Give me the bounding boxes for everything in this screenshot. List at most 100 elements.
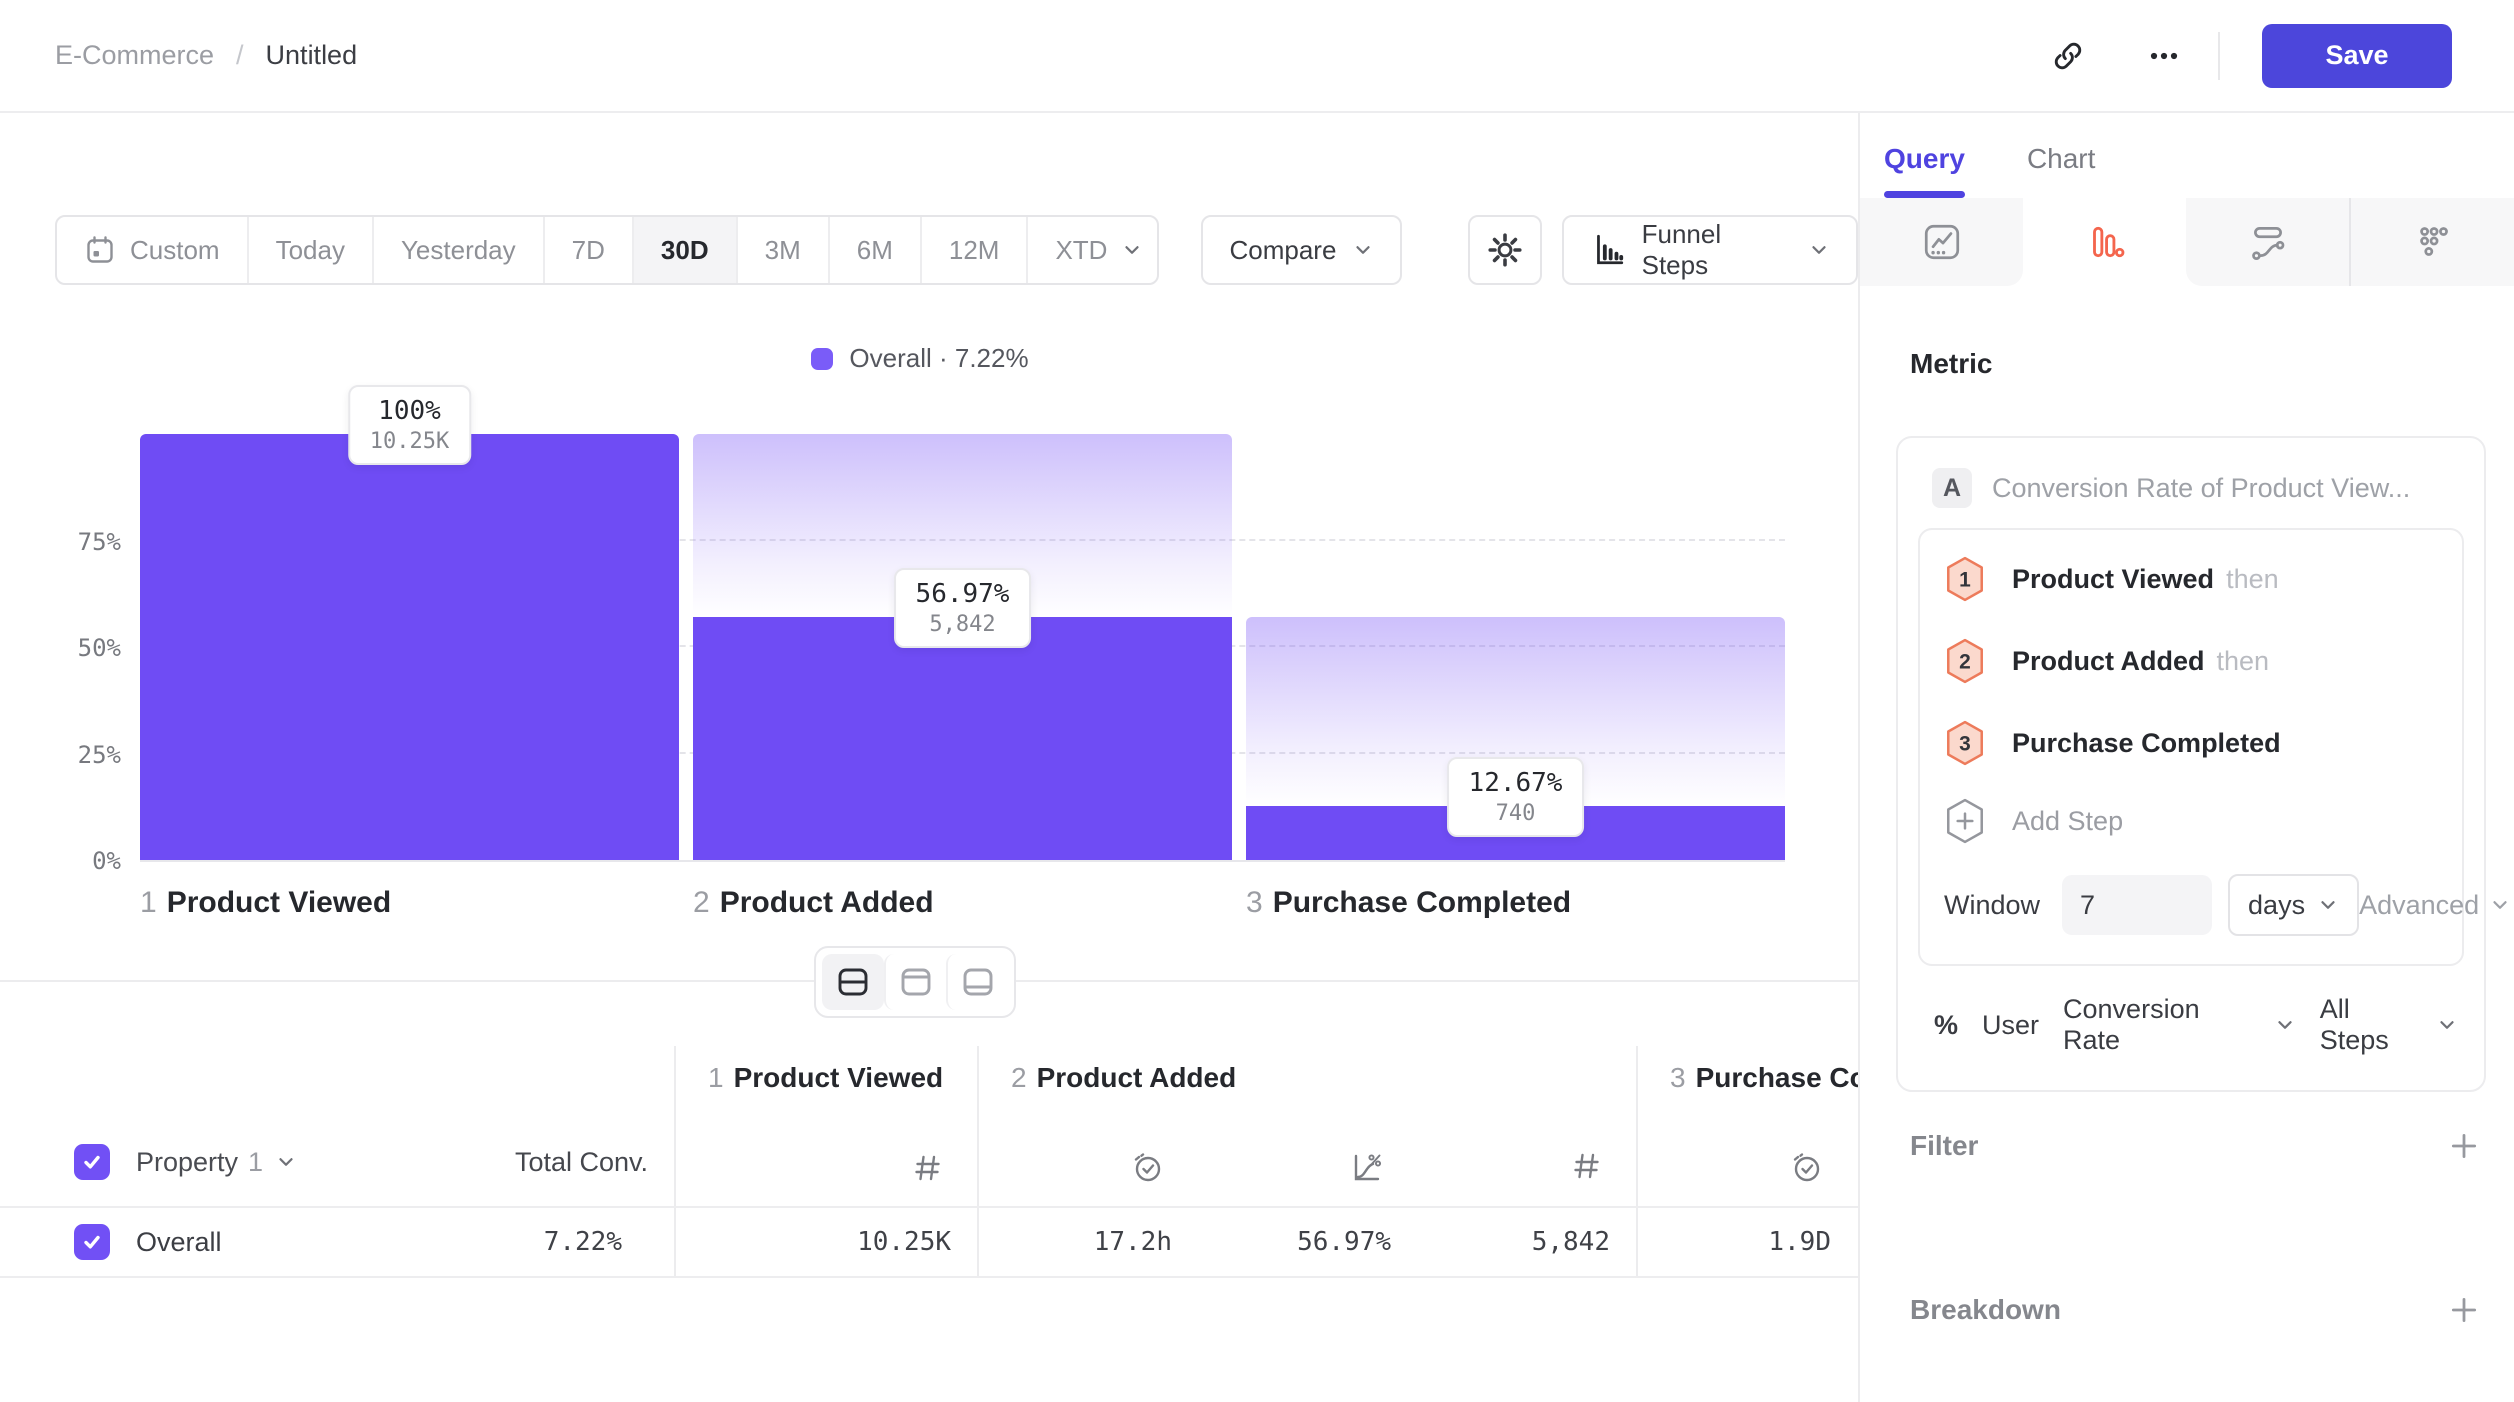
date-range-6m[interactable]: 6M — [827, 217, 920, 283]
metric-title-row[interactable]: A Conversion Rate of Product View... — [1918, 462, 2464, 528]
property-index: 1 — [248, 1146, 264, 1177]
date-range-3m[interactable]: 3M — [735, 217, 828, 283]
date-range-xtd[interactable]: XTD — [1026, 217, 1157, 283]
add-filter-button[interactable] — [2448, 1130, 2480, 1162]
tab-chart[interactable]: Chart — [2026, 143, 2096, 174]
date-range-30d[interactable]: 30D — [631, 217, 736, 283]
date-range-yesterday[interactable]: Yesterday — [371, 217, 543, 283]
panel-divider — [0, 946, 1858, 1018]
total-conversion-value: 7.22% — [543, 1227, 622, 1257]
funnel-step-column-1: 100% 10.25K — [140, 385, 679, 860]
metric-heading: Metric — [1910, 348, 1993, 379]
count-column-header[interactable] — [676, 1152, 977, 1184]
funnel-bar-product-added[interactable] — [693, 617, 1232, 860]
layout-split-button[interactable] — [822, 954, 884, 1010]
column-group-title: 2 Product Added — [979, 1062, 1636, 1094]
funnel-bar-product-viewed[interactable] — [140, 434, 679, 860]
time-to-convert-column-header[interactable] — [1638, 1150, 1857, 1184]
table-header: Property 1 Total Conv. 1 Product Viewed — [0, 1046, 1858, 1206]
measured-user-label[interactable]: User — [1982, 1009, 2040, 1040]
breadcrumb-separator: / — [236, 40, 244, 70]
share-link-button[interactable] — [2040, 28, 2096, 84]
select-all-checkbox[interactable] — [74, 1144, 110, 1180]
metric-step-name: Purchase Completed — [2012, 727, 2281, 758]
tab-query[interactable]: Query — [1884, 143, 1965, 198]
legend-overall[interactable]: Overall · 7.22% — [811, 343, 1029, 374]
metric-step-2[interactable]: 2 Product Added then — [1944, 620, 2438, 702]
x-axis-baseline — [140, 860, 1785, 862]
row-checkbox[interactable] — [74, 1224, 110, 1260]
date-range-custom[interactable]: Custom — [57, 217, 247, 283]
chart-type-line-tab[interactable] — [1860, 198, 2023, 286]
layout-split-icon — [835, 964, 871, 1000]
chevron-down-icon — [1808, 239, 1830, 261]
layout-top-icon — [898, 964, 934, 1000]
breadcrumb-current[interactable]: Untitled — [265, 40, 358, 70]
save-button[interactable]: Save — [2262, 23, 2452, 88]
breadcrumb: E-Commerce / Untitled — [55, 40, 357, 71]
add-step-button[interactable]: Add Step — [1944, 784, 2438, 858]
funnel-pct-label: 56.97% — [915, 579, 1010, 610]
time-to-convert-column-header[interactable] — [979, 1150, 1198, 1184]
table-header-step-3: 3 Purchase Completed — [1636, 1046, 1858, 1206]
measured-metric-label: Conversion Rate — [2063, 994, 2200, 1055]
results-table: Property 1 Total Conv. 1 Product Viewed — [0, 1046, 1858, 1278]
y-axis-tick: 75% — [77, 528, 121, 556]
metric-step-1[interactable]: 1 Product Viewed then — [1944, 538, 2438, 620]
count-column-header[interactable] — [1417, 1150, 1636, 1184]
measured-scope-label: All Steps — [2319, 994, 2389, 1055]
svg-text:3: 3 — [1959, 732, 1971, 755]
chart-main-area: Custom Today Yesterday 7D 30D 3M 6M 12M … — [0, 113, 1858, 1402]
chevron-down-icon — [2274, 1014, 2296, 1036]
step-2-hexagon-badge: 2 — [1944, 638, 1986, 684]
chevron-down-icon — [2489, 894, 2511, 916]
step-3-hexagon-badge: 3 — [1944, 720, 1986, 766]
top-header: E-Commerce / Untitled — [0, 0, 2514, 113]
compare-button[interactable]: Compare — [1201, 215, 1403, 285]
total-conversion-header[interactable]: Total Conv. — [514, 1146, 648, 1177]
compare-label: Compare — [1229, 234, 1337, 265]
measured-scope-dropdown[interactable]: All Steps — [2320, 994, 2458, 1056]
date-range-today[interactable]: Today — [246, 217, 372, 283]
metric-step-3[interactable]: 3 Purchase Completed — [1944, 702, 2438, 784]
chart-type-button[interactable]: Funnel Steps — [1561, 215, 1858, 285]
metric-badge: A — [1932, 468, 1972, 508]
funnel-step-column-3: 12.67% 740 — [1246, 434, 1785, 860]
row-step2-cells: 17.2h 56.97% 5,842 — [977, 1208, 1636, 1276]
step-name: Product Added — [719, 886, 934, 919]
chart-settings-button[interactable] — [1468, 215, 1542, 285]
column-group-number: 2 — [1011, 1062, 1027, 1093]
conversion-window-row: Window days Advanced — [1944, 858, 2507, 964]
property-label[interactable]: Property — [136, 1146, 239, 1177]
date-range-7d[interactable]: 7D — [542, 217, 632, 283]
funnel-count-label: 10.25K — [369, 429, 450, 454]
svg-text:1: 1 — [1959, 568, 1971, 591]
layout-chart-only-button[interactable] — [884, 954, 946, 1010]
hash-icon — [911, 1152, 943, 1184]
window-unit-label: days — [2248, 889, 2306, 920]
chart-percent-icon — [1349, 1150, 1383, 1184]
row-label: Overall — [136, 1226, 222, 1257]
add-breakdown-button[interactable] — [2448, 1294, 2480, 1326]
layout-table-only-button[interactable] — [946, 954, 1008, 1010]
advanced-dropdown[interactable]: Advanced — [2359, 890, 2511, 921]
chart-type-flow-tab[interactable] — [2186, 198, 2349, 286]
funnel-steps-icon — [1590, 232, 1626, 268]
breadcrumb-parent[interactable]: E-Commerce — [55, 40, 215, 70]
step-name: Purchase Completed — [1272, 886, 1572, 919]
header-divider — [2218, 31, 2220, 80]
chart-type-scatter-tab[interactable] — [2349, 198, 2514, 286]
query-sidebar: Query Chart — [1858, 113, 2514, 1402]
date-range-12m[interactable]: 12M — [919, 217, 1027, 283]
table-row-overall[interactable]: Overall 7.22% 10.25K 17.2h 56.97% 5,842 — [0, 1206, 1858, 1278]
step-number: 2 — [693, 886, 710, 919]
conversion-rate-column-header[interactable] — [1198, 1150, 1417, 1184]
window-value-input[interactable] — [2062, 875, 2213, 935]
window-unit-select[interactable]: days — [2228, 874, 2360, 936]
measured-metric-dropdown[interactable]: Conversion Rate — [2063, 994, 2296, 1056]
more-options-button[interactable] — [2136, 28, 2192, 84]
funnel-count-label: 740 — [1495, 801, 1536, 827]
funnel-step-labels: 1 Product Viewed 2 Product Added 3 Purchase… — [140, 886, 1785, 920]
chevron-down-icon[interactable] — [275, 1151, 297, 1173]
chart-type-funnel-tab[interactable] — [2023, 198, 2186, 286]
